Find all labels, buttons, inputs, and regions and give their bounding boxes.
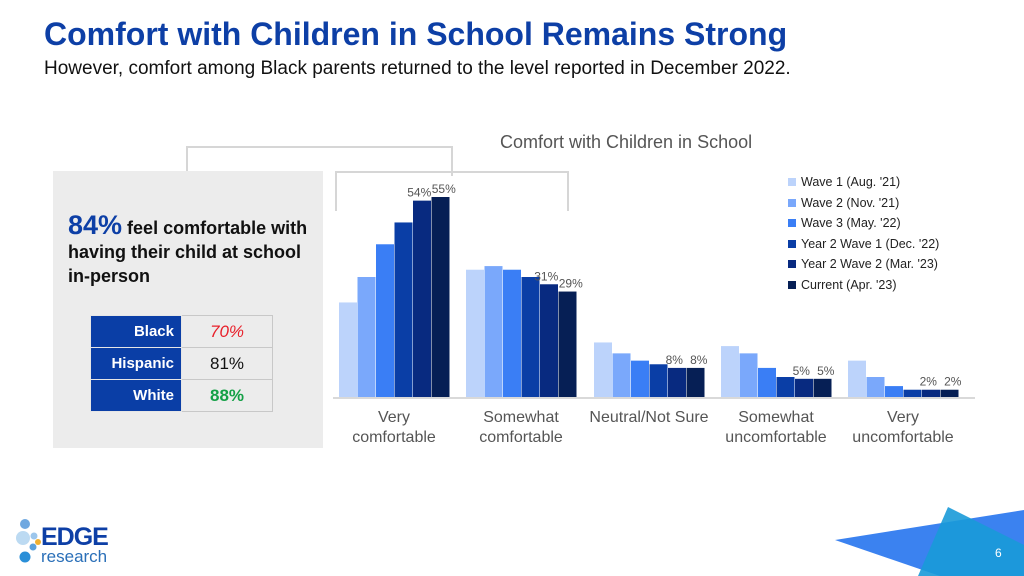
legend-label: Wave 3 (May. '22) <box>801 216 901 231</box>
bar <box>776 377 795 397</box>
svg-text:research: research <box>41 547 107 566</box>
bar <box>758 367 776 397</box>
data-label: 29% <box>559 277 583 291</box>
bar <box>413 200 431 397</box>
legend-item: Wave 1 (Aug. '21) <box>788 172 939 193</box>
category-label: Somewhat comfortable <box>479 409 563 446</box>
bar <box>558 291 577 397</box>
category-label: Somewhat uncomfortable <box>725 409 827 446</box>
bar <box>668 367 686 397</box>
legend-item: Year 2 Wave 2 (Mar. '23) <box>788 254 939 275</box>
chart-title: Comfort with Children in School <box>500 132 753 152</box>
bar <box>922 389 940 397</box>
callout-headline: 84% feel comfortable with having their c… <box>68 210 318 288</box>
legend-swatch <box>788 280 796 289</box>
bar <box>540 284 558 397</box>
data-label: 5% <box>817 364 835 378</box>
data-label: 31% <box>534 269 558 283</box>
bracket-line <box>186 146 453 176</box>
bar <box>431 197 450 397</box>
legend-label: Year 2 Wave 1 (Dec. '22) <box>801 236 940 251</box>
legend-swatch <box>788 198 796 207</box>
bar <box>903 389 922 397</box>
callout-stat: 84% <box>68 210 123 240</box>
bar <box>649 364 668 397</box>
row-label: White <box>90 379 182 412</box>
bar <box>357 277 376 397</box>
legend-item: Wave 2 (Nov. '21) <box>788 193 939 214</box>
page-title: Comfort with Children in School Remains … <box>44 16 788 52</box>
data-label: 2% <box>944 375 962 389</box>
bar <box>885 386 903 397</box>
bar <box>686 367 705 397</box>
bar <box>631 360 649 397</box>
bar <box>848 360 866 397</box>
data-label: 8% <box>690 353 708 367</box>
bar <box>521 277 540 397</box>
bar <box>612 353 631 397</box>
legend-label: Wave 1 (Aug. '21) <box>801 175 901 190</box>
legend-swatch <box>788 178 796 187</box>
category-label: Very comfortable <box>352 409 436 446</box>
page-number: 6 <box>995 546 1002 560</box>
data-label: 8% <box>666 353 684 367</box>
data-label: 55% <box>432 182 456 196</box>
row-label: Black <box>90 315 182 348</box>
bar <box>795 378 813 397</box>
legend-label: Year 2 Wave 2 (Mar. '23) <box>801 257 938 272</box>
bar <box>813 378 832 397</box>
row-value: 81% <box>181 347 273 380</box>
bar <box>394 222 413 397</box>
bar <box>484 266 503 397</box>
bar <box>503 269 521 397</box>
ethnicity-table: Black 70% Hispanic 81% White 88% <box>90 315 273 412</box>
legend-label: Current (Apr. '23) <box>801 277 897 292</box>
data-label: 54% <box>407 186 431 200</box>
page-subtitle: However, comfort among Black parents ret… <box>44 58 791 79</box>
category-label: Very uncomfortable <box>852 409 954 446</box>
row-label: Hispanic <box>90 347 182 380</box>
bar <box>339 302 357 397</box>
callout-text: feel comfortable with having their child… <box>68 218 308 286</box>
legend-swatch <box>788 219 796 228</box>
legend-item: Current (Apr. '23) <box>788 275 939 296</box>
callout-panel: 84% feel comfortable with having their c… <box>53 171 323 448</box>
bar <box>376 244 394 397</box>
svg-text:EDGE: EDGE <box>41 523 108 551</box>
legend-item: Wave 3 (May. '22) <box>788 213 939 234</box>
bracket-line <box>335 171 569 211</box>
legend-item: Year 2 Wave 1 (Dec. '22) <box>788 234 939 255</box>
bar <box>721 346 739 397</box>
legend-swatch <box>788 260 796 269</box>
edge-logo: EDGE research <box>14 514 134 566</box>
bar <box>866 377 885 397</box>
bar <box>466 269 484 397</box>
category-label: Neutral/Not Sure <box>589 409 709 426</box>
row-value: 88% <box>181 379 273 412</box>
table-row: Hispanic 81% <box>90 347 273 380</box>
table-row: White 88% <box>90 379 273 412</box>
legend-label: Wave 2 (Nov. '21) <box>801 195 900 210</box>
bar <box>739 353 758 397</box>
data-label: 2% <box>920 375 938 389</box>
bar <box>940 389 959 397</box>
legend-swatch <box>788 239 796 248</box>
chart-legend: Wave 1 (Aug. '21) Wave 2 (Nov. '21) Wave 3… <box>788 172 939 295</box>
bar <box>594 342 612 397</box>
data-label: 5% <box>793 364 811 378</box>
